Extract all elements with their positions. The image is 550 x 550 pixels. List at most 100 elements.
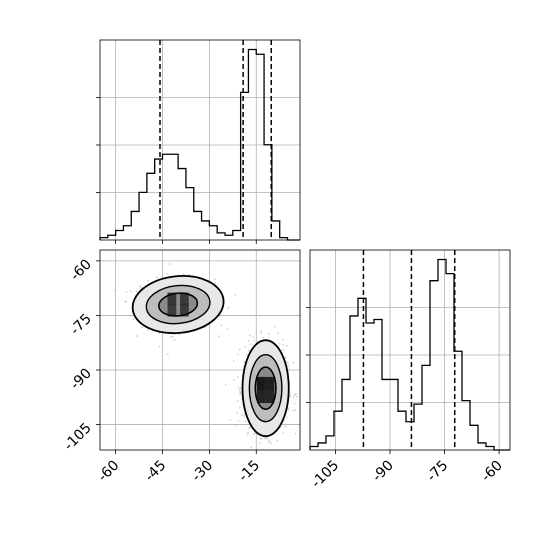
density-cell — [256, 390, 266, 404]
scatter-point — [287, 407, 290, 410]
scatter-point — [239, 390, 241, 393]
hist1-frame — [99, 39, 301, 241]
scatter-point — [287, 409, 290, 412]
hist2-frame — [309, 249, 511, 451]
scatter-point — [217, 335, 220, 338]
scatter-point — [282, 343, 285, 346]
joint-xtick-label: -30 — [189, 458, 216, 485]
scatter-point — [282, 348, 285, 351]
scatter-point — [237, 353, 240, 356]
scatter-point — [292, 409, 295, 412]
joint-panel: -60 -45 -30 -15 -105 -90 -75 -60 — [61, 249, 301, 485]
scatter-point — [249, 426, 251, 429]
scatter-point — [239, 393, 242, 396]
scatter-point — [267, 441, 270, 443]
scatter-point — [146, 279, 149, 282]
scatter-point — [284, 356, 287, 359]
scatter-point — [129, 314, 132, 317]
scatter-point — [124, 300, 127, 303]
histogram-panel-param1 — [96, 39, 301, 244]
joint-ytick-label: -105 — [61, 420, 95, 454]
density-cell — [180, 303, 189, 317]
scatter-point — [264, 437, 267, 440]
scatter-point — [237, 386, 240, 389]
scatter-point — [166, 353, 169, 356]
scatter-point — [278, 342, 281, 345]
scatter-point — [292, 361, 295, 364]
scatter-point — [141, 326, 144, 329]
scatter-point — [294, 432, 297, 435]
scatter-point — [155, 276, 158, 279]
scatter-point — [292, 396, 295, 398]
scatter-point — [243, 415, 246, 417]
scatter-point — [132, 318, 135, 321]
hist2-xtick-label: -75 — [424, 458, 451, 485]
scatter-point — [276, 439, 279, 442]
hist2-grid — [310, 250, 510, 450]
scatter-point — [243, 360, 246, 363]
scatter-point — [238, 388, 241, 391]
hist1-grid — [100, 40, 300, 240]
scatter-point — [286, 344, 288, 347]
joint-ytick-label: -60 — [67, 256, 94, 283]
scatter-point — [169, 263, 172, 265]
histogram-panel-param2: -105 -90 -75 -60 — [306, 249, 511, 491]
contour-1-inner-outline — [158, 292, 199, 317]
scatter-point — [250, 343, 252, 346]
scatter-point — [182, 273, 185, 276]
joint-frame — [99, 249, 301, 451]
scatter-point — [171, 336, 174, 338]
scatter-point — [253, 339, 255, 342]
hist2-xtick-label: -60 — [478, 458, 505, 485]
scatter-point — [227, 307, 230, 309]
scatter-point — [158, 345, 161, 348]
joint-ytick-label: -90 — [67, 366, 94, 393]
density-cell — [167, 303, 177, 317]
scatter-point — [237, 419, 240, 422]
scatter-point — [243, 412, 246, 415]
scatter-point — [239, 387, 242, 390]
scatter-point — [273, 325, 276, 328]
scatter-point — [232, 378, 235, 381]
scatter-point — [236, 412, 239, 414]
scatter-point — [289, 394, 292, 397]
scatter-point — [238, 348, 241, 351]
scatter-point — [268, 439, 271, 442]
hist2-xtick-label: -90 — [369, 458, 396, 485]
scatter-point — [284, 425, 287, 428]
scatter-point — [267, 332, 270, 335]
scatter-point — [240, 414, 243, 417]
density-cell — [265, 390, 275, 404]
scatter-point — [244, 346, 247, 348]
joint-xtick-label: -45 — [142, 458, 169, 485]
scatter-point — [129, 290, 132, 293]
scatter-point — [287, 364, 289, 367]
scatter-point — [173, 338, 176, 341]
scatter-point — [259, 332, 262, 334]
density-cell — [256, 376, 266, 390]
scatter-point — [165, 272, 168, 275]
scatter-point — [282, 338, 284, 341]
scatter-point — [140, 286, 143, 289]
joint-xtick-label: -60 — [95, 458, 122, 485]
scatter-point — [229, 418, 232, 421]
scatter-point — [170, 336, 173, 338]
contour-2-inner-outline — [254, 366, 277, 410]
scatter-point — [288, 369, 290, 372]
scatter-point — [236, 376, 239, 379]
scatter-point — [214, 282, 217, 284]
scatter-point — [276, 332, 279, 335]
scatter-point — [224, 383, 227, 386]
scatter-point — [247, 431, 250, 434]
density-cell — [167, 292, 177, 306]
scatter-point — [260, 330, 263, 332]
scatter-point — [247, 349, 250, 352]
joint-ytick-label: -75 — [67, 311, 94, 338]
density-cell — [265, 376, 275, 390]
scatter-point — [213, 278, 216, 281]
scatter-point — [270, 442, 272, 445]
scatter-point — [236, 400, 239, 402]
scatter-point — [287, 362, 289, 364]
hist1-outline — [99, 48, 300, 241]
scatter-point — [285, 416, 288, 419]
